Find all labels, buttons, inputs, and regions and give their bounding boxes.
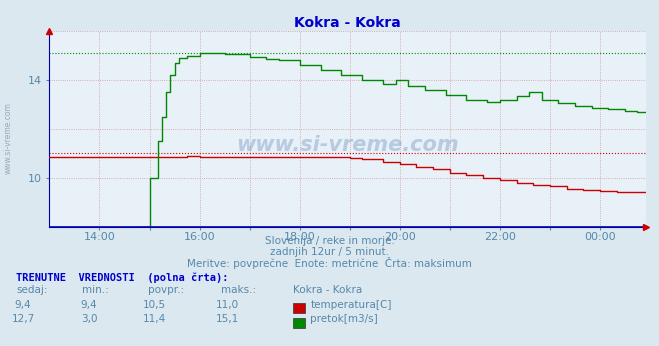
Text: min.:: min.: [82, 285, 109, 295]
Text: 3,0: 3,0 [80, 315, 98, 325]
Text: 9,4: 9,4 [14, 300, 32, 310]
Text: 9,4: 9,4 [80, 300, 98, 310]
Text: 11,4: 11,4 [143, 315, 167, 325]
Text: Slovenija / reke in morje.: Slovenija / reke in morje. [264, 236, 395, 246]
Text: 11,0: 11,0 [215, 300, 239, 310]
Text: 10,5: 10,5 [143, 300, 167, 310]
Text: zadnjih 12ur / 5 minut.: zadnjih 12ur / 5 minut. [270, 247, 389, 257]
Text: www.si-vreme.com: www.si-vreme.com [237, 135, 459, 155]
Text: Kokra - Kokra: Kokra - Kokra [293, 285, 362, 295]
Text: www.si-vreme.com: www.si-vreme.com [3, 102, 13, 174]
Text: pretok[m3/s]: pretok[m3/s] [310, 315, 378, 325]
Text: Meritve: povprečne  Enote: metrične  Črta: maksimum: Meritve: povprečne Enote: metrične Črta:… [187, 257, 472, 269]
Title: Kokra - Kokra: Kokra - Kokra [295, 16, 401, 30]
Text: 15,1: 15,1 [215, 315, 239, 325]
Text: TRENUTNE  VREDNOSTI  (polna črta):: TRENUTNE VREDNOSTI (polna črta): [16, 272, 229, 283]
Text: 12,7: 12,7 [11, 315, 35, 325]
Text: temperatura[C]: temperatura[C] [310, 300, 392, 310]
Text: povpr.:: povpr.: [148, 285, 185, 295]
Text: maks.:: maks.: [221, 285, 256, 295]
Text: sedaj:: sedaj: [16, 285, 48, 295]
